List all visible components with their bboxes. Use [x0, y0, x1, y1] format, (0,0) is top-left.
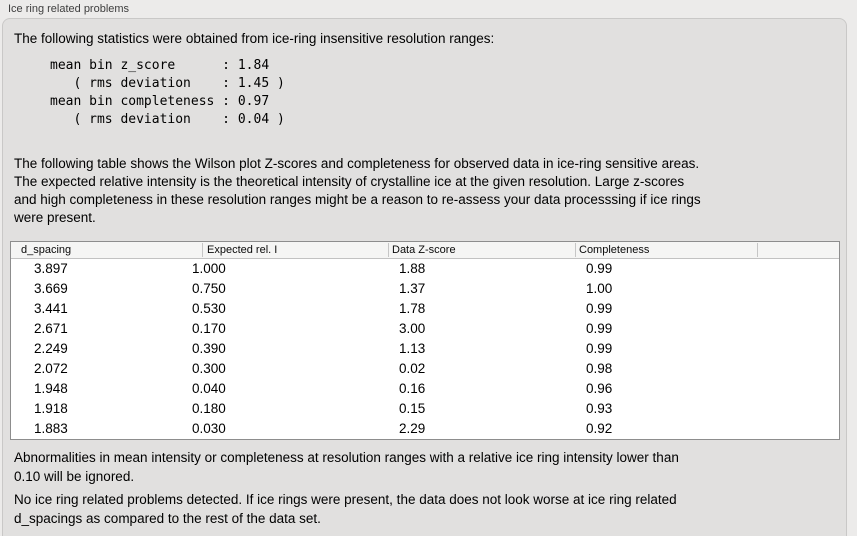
table-description-text: The following table shows the Wilson plo…: [14, 156, 701, 225]
cell-data-z-score: 2.29: [399, 421, 426, 436]
table-row[interactable]: 3.441 0.530 1.78 0.99: [11, 299, 839, 319]
cell-expected-rel-i: 0.300: [192, 361, 226, 376]
stats-block: mean bin z_score : 1.84 ( rms deviation …: [50, 58, 285, 127]
cell-completeness: 1.00: [586, 281, 613, 296]
column-divider: [575, 243, 576, 257]
cell-data-z-score: 0.16: [399, 381, 426, 396]
column-divider: [388, 243, 389, 257]
column-divider: [757, 243, 758, 257]
cell-data-z-score: 1.37: [399, 281, 426, 296]
cell-data-z-score: 0.15: [399, 401, 426, 416]
cell-d-spacing: 2.072: [34, 361, 68, 376]
table-header-row: d_spacing Expected rel. I Data Z-score C…: [11, 242, 839, 259]
table-body: 3.897 1.000 1.88 0.99 3.669 0.750 1.37 1…: [11, 259, 839, 439]
col-header-d-spacing: d_spacing: [21, 244, 72, 256]
section-title: Ice ring related problems: [8, 3, 130, 15]
cell-completeness: 0.99: [586, 341, 613, 356]
table-row[interactable]: 2.671 0.170 3.00 0.99: [11, 319, 839, 339]
cell-d-spacing: 2.671: [34, 321, 68, 336]
conclusion-text: No ice ring related problems detected. I…: [14, 492, 677, 526]
stats-intro-text: The following statistics were obtained f…: [14, 31, 495, 46]
cell-completeness: 0.99: [586, 321, 613, 336]
cell-expected-rel-i: 1.000: [192, 261, 226, 276]
cell-d-spacing: 2.249: [34, 341, 68, 356]
column-divider: [202, 243, 203, 257]
cell-expected-rel-i: 0.390: [192, 341, 226, 356]
table-row[interactable]: 2.072 0.300 0.02 0.98: [11, 359, 839, 379]
cell-expected-rel-i: 0.750: [192, 281, 226, 296]
table-row[interactable]: 3.897 1.000 1.88 0.99: [11, 259, 839, 279]
table-row[interactable]: 1.883 0.030 2.29 0.92: [11, 419, 839, 439]
cell-data-z-score: 1.13: [399, 341, 426, 356]
col-header-expected-rel-i: Expected rel. I: [207, 244, 278, 256]
col-header-completeness: Completeness: [579, 244, 650, 256]
cell-expected-rel-i: 0.030: [192, 421, 226, 436]
cell-data-z-score: 1.88: [399, 261, 426, 276]
cell-d-spacing: 1.883: [34, 421, 68, 436]
cell-expected-rel-i: 0.530: [192, 301, 226, 316]
table-row[interactable]: 2.249 0.390 1.13 0.99: [11, 339, 839, 359]
table-row[interactable]: 3.669 0.750 1.37 1.00: [11, 279, 839, 299]
cell-completeness: 0.99: [586, 301, 613, 316]
cell-d-spacing: 3.441: [34, 301, 68, 316]
cell-expected-rel-i: 0.040: [192, 381, 226, 396]
cell-d-spacing: 1.918: [34, 401, 68, 416]
col-header-data-z-score: Data Z-score: [392, 244, 456, 256]
cell-completeness: 0.96: [586, 381, 613, 396]
cell-completeness: 0.98: [586, 361, 613, 376]
cell-data-z-score: 1.78: [399, 301, 426, 316]
cell-completeness: 0.99: [586, 261, 613, 276]
cell-d-spacing: 3.897: [34, 261, 68, 276]
cell-completeness: 0.93: [586, 401, 613, 416]
cell-completeness: 0.92: [586, 421, 613, 436]
cell-data-z-score: 3.00: [399, 321, 426, 336]
cell-expected-rel-i: 0.170: [192, 321, 226, 336]
cell-d-spacing: 3.669: [34, 281, 68, 296]
cell-expected-rel-i: 0.180: [192, 401, 226, 416]
table-row[interactable]: 1.948 0.040 0.16 0.96: [11, 379, 839, 399]
cell-d-spacing: 1.948: [34, 381, 68, 396]
ignore-note-text: Abnormalities in mean intensity or compl…: [14, 450, 679, 484]
ice-ring-report-panel: The following statistics were obtained f…: [2, 18, 847, 536]
cell-data-z-score: 0.02: [399, 361, 426, 376]
table-row[interactable]: 1.918 0.180 0.15 0.93: [11, 399, 839, 419]
ice-ring-table: d_spacing Expected rel. I Data Z-score C…: [10, 241, 840, 440]
